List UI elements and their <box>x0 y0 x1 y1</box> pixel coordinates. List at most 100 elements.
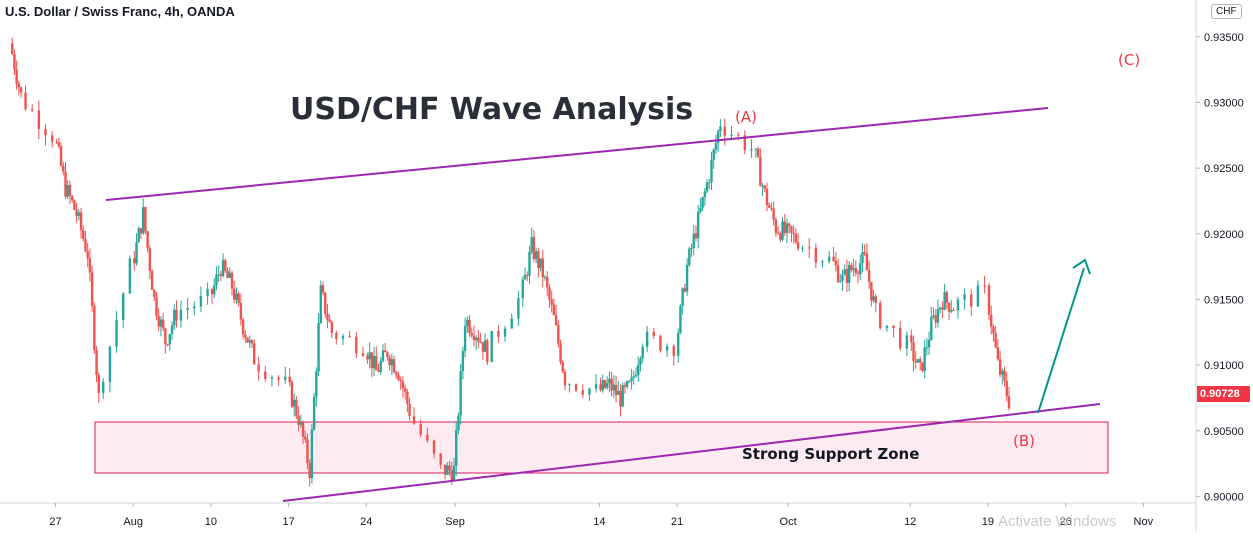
candle-body <box>155 296 158 317</box>
candle-body <box>372 356 376 369</box>
candle-body <box>301 422 305 437</box>
candle-body <box>770 207 773 209</box>
candle-body <box>938 307 942 309</box>
candle-body <box>763 185 766 189</box>
candle-body <box>790 226 793 233</box>
symbol-title[interactable]: U.S. Dollar / Swiss Franc, 4h, OANDA <box>5 4 235 19</box>
candle-body <box>588 388 591 395</box>
candle-body <box>368 352 371 360</box>
candle-body <box>814 247 818 263</box>
candle-body <box>246 337 249 343</box>
candle-body <box>543 276 547 278</box>
candle-body <box>388 357 391 366</box>
candle-body <box>510 318 513 329</box>
candle-body <box>783 221 786 233</box>
candle-body <box>619 390 622 407</box>
candle-body <box>250 340 254 344</box>
candle-body <box>526 274 529 276</box>
candle-body <box>62 165 65 172</box>
candle-body <box>610 378 613 391</box>
candle-body <box>714 143 718 150</box>
candle-body <box>730 134 733 136</box>
candle-body <box>677 332 680 356</box>
candle-body <box>761 185 764 187</box>
candle-body <box>521 279 525 299</box>
candle-body <box>295 399 298 416</box>
candle-body <box>237 293 240 304</box>
support-zone[interactable] <box>94 421 1109 474</box>
candle-body <box>772 208 775 220</box>
candle-body <box>312 396 316 430</box>
candle-body <box>801 247 804 249</box>
forecast-arrow-line[interactable] <box>1037 267 1085 414</box>
candle-body <box>235 293 238 300</box>
candle-body <box>370 352 374 369</box>
currency-badge[interactable]: CHF <box>1211 4 1242 19</box>
time-tick-label: 10 <box>205 516 217 528</box>
candle-body <box>161 319 165 329</box>
price-axis[interactable]: 0.90000 0.90500 0.91000 0.91500 0.92000 0.925… <box>1196 32 1244 504</box>
candle-body <box>50 135 54 142</box>
candle-body <box>885 325 889 329</box>
candle-body <box>426 434 429 441</box>
candle-body <box>712 149 715 160</box>
candle-body <box>594 384 598 389</box>
candle-body <box>383 350 387 353</box>
candle-body <box>459 371 462 416</box>
candle-body <box>466 319 469 327</box>
candle-body <box>148 248 152 271</box>
time-tick-label: 14 <box>593 516 605 528</box>
candle-body <box>146 231 149 249</box>
candle-body <box>523 274 527 280</box>
candle-body <box>925 347 929 349</box>
candle-body <box>448 465 451 471</box>
candle-body <box>601 380 604 391</box>
candle-body <box>217 274 220 276</box>
candle-body <box>84 238 87 252</box>
candle-body <box>781 221 784 240</box>
candle-body <box>102 382 105 393</box>
candle-body <box>335 333 338 339</box>
channel-upper-line[interactable] <box>105 107 1049 201</box>
candle-body <box>996 347 1000 360</box>
candle-body <box>699 207 702 212</box>
candle-body <box>308 463 311 479</box>
candle-body <box>528 251 531 276</box>
candle-body <box>612 384 616 391</box>
candle-body <box>397 375 400 380</box>
candle-body <box>943 292 946 310</box>
candle-body <box>696 211 700 239</box>
channel-lower-line[interactable] <box>282 403 1101 502</box>
candle-body <box>685 264 689 292</box>
candle-body <box>827 256 831 262</box>
candle-body <box>788 223 791 227</box>
candle-body <box>692 233 695 249</box>
candle-body <box>690 248 693 250</box>
candle-body <box>990 314 993 327</box>
candle-body <box>779 233 782 240</box>
candle-body <box>88 258 92 273</box>
candle-body <box>406 391 409 404</box>
candle-body <box>144 207 147 232</box>
candle-body <box>226 270 229 278</box>
candle-body <box>115 320 118 347</box>
candle-body <box>625 381 629 387</box>
candle-body <box>703 191 707 197</box>
candle-body <box>756 148 760 157</box>
candle-body <box>683 288 687 292</box>
candle-body <box>59 146 63 166</box>
candle-body <box>150 270 154 290</box>
candle-body <box>386 352 389 358</box>
candle-body <box>135 242 138 264</box>
candle-body <box>472 335 476 341</box>
candle-body <box>639 358 642 365</box>
price-tick-label: 0.90000 <box>1204 491 1244 503</box>
candle-body <box>559 343 562 362</box>
candle-body <box>843 269 846 275</box>
candle-body <box>912 342 915 362</box>
candle-body <box>486 340 489 363</box>
time-tick-label: 12 <box>904 516 916 528</box>
time-axis[interactable]: 27 Aug 10 17 24 Sep 14 21 Oct 12 19 26 Nov <box>49 503 1154 528</box>
